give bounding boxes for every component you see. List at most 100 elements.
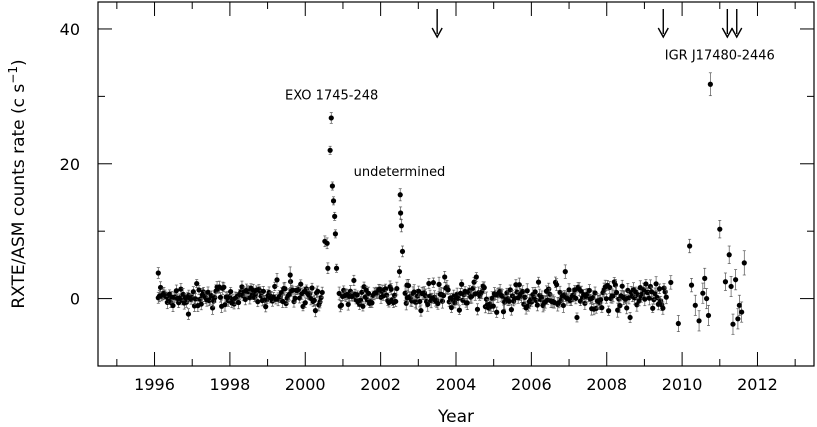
x-tick-label: 2010 <box>662 375 703 394</box>
data-point <box>155 267 161 279</box>
down-arrow-icon <box>721 9 733 39</box>
data-point <box>675 315 681 332</box>
quiescent-point <box>473 272 479 282</box>
quiescent-point <box>436 276 442 292</box>
quiescent-point <box>500 304 507 319</box>
y-tick-label: 40 <box>60 20 80 39</box>
data-point <box>726 245 732 264</box>
quiescent-point <box>274 273 280 287</box>
data-points <box>155 72 747 335</box>
data-point <box>332 229 339 239</box>
quiescent-point <box>345 298 351 311</box>
quiescent-point <box>209 301 216 315</box>
quiescent-point <box>603 293 609 304</box>
data-point <box>397 188 403 202</box>
quiescent-point <box>442 270 448 284</box>
x-tick-label: 2012 <box>737 375 778 394</box>
quiescent-point <box>263 301 269 313</box>
quiescent-point <box>573 292 579 305</box>
y-axis-title-superscript: −1 <box>6 66 20 84</box>
data-point <box>688 278 695 293</box>
quiescent-point <box>430 277 436 288</box>
quiescent-point <box>221 282 227 292</box>
quiescent-point <box>506 296 512 306</box>
y-axis-title-main: RXTE/ASM counts rate (c s <box>9 84 29 309</box>
data-point <box>332 211 338 221</box>
quiescent-point <box>228 287 234 297</box>
data-point <box>707 72 713 97</box>
quiescent-point <box>425 297 431 312</box>
quiescent-point <box>624 301 630 315</box>
quiescent-point <box>217 292 224 303</box>
data-point <box>562 264 568 279</box>
quiescent-point <box>411 284 417 300</box>
x-tick-label: 2006 <box>511 375 552 394</box>
quiescent-point <box>272 281 278 291</box>
quiescent-point <box>315 285 321 297</box>
quiescent-point <box>610 289 616 303</box>
quiescent-point <box>656 283 663 294</box>
quiescent-point <box>393 296 399 307</box>
quiescent-point <box>386 297 392 308</box>
quiescent-point <box>360 301 366 312</box>
x-tick-label: 1996 <box>134 375 175 394</box>
data-point <box>700 282 706 304</box>
y-tick-label: 20 <box>60 155 80 174</box>
quiescent-point <box>663 290 669 305</box>
x-axis-title: Year <box>437 407 474 427</box>
quiescent-point <box>494 306 500 318</box>
quiescent-point <box>643 279 649 289</box>
quiescent-point <box>194 279 200 288</box>
data-point <box>704 288 710 310</box>
data-point <box>287 266 293 284</box>
annotation-label: EXO 1745-248 <box>285 89 378 104</box>
quiescent-point <box>481 281 487 294</box>
quiescent-point <box>592 286 598 300</box>
data-point <box>404 279 410 291</box>
x-tick-label: 1998 <box>210 375 251 394</box>
quiescent-point <box>574 312 580 323</box>
quiescent-point <box>311 294 317 306</box>
quiescent-point <box>418 304 424 317</box>
quiescent-point <box>445 284 451 295</box>
data-point <box>735 308 741 330</box>
data-point <box>739 301 745 323</box>
quiescent-point <box>319 286 325 299</box>
annotation-label: undetermined <box>354 165 446 180</box>
quiescent-point <box>198 298 204 311</box>
data-point <box>396 265 403 278</box>
quiescent-point <box>650 303 656 313</box>
quiescent-point <box>426 278 432 289</box>
y-axis-title-close: ) <box>9 59 29 66</box>
quiescent-point <box>282 281 288 296</box>
quiescent-point <box>524 283 530 299</box>
quiescent-point <box>490 300 496 312</box>
x-tick-label: 2002 <box>360 375 401 394</box>
quiescent-point <box>606 305 612 316</box>
data-point <box>717 220 723 239</box>
data-point <box>668 275 674 290</box>
quiescent-point <box>338 300 345 310</box>
quiescent-point <box>193 292 199 305</box>
quiescent-point <box>435 297 441 310</box>
quiescent-point <box>508 303 514 316</box>
quiescent-point <box>653 276 659 292</box>
tick-labels: 1996 1998 2000 2002 2004 2006 2008 2010 2012 0 20 4… <box>60 20 778 394</box>
quiescent-point <box>660 301 666 315</box>
down-arrow-icon <box>431 9 443 39</box>
x-tick-label: 2000 <box>285 375 326 394</box>
data-point <box>687 238 693 254</box>
quiescent-point <box>599 302 605 313</box>
x-tick-label: 2008 <box>586 375 627 394</box>
data-point <box>728 275 734 297</box>
axis-ticks <box>98 2 814 367</box>
quiescent-point <box>255 296 261 308</box>
data-point <box>692 294 698 316</box>
quiescent-point <box>309 282 315 294</box>
quiescent-point <box>394 281 400 296</box>
data-point <box>722 272 729 291</box>
data-point <box>329 181 335 191</box>
quiescent-point <box>474 303 481 316</box>
down-arrow-icon <box>731 9 743 39</box>
data-point <box>324 237 330 250</box>
